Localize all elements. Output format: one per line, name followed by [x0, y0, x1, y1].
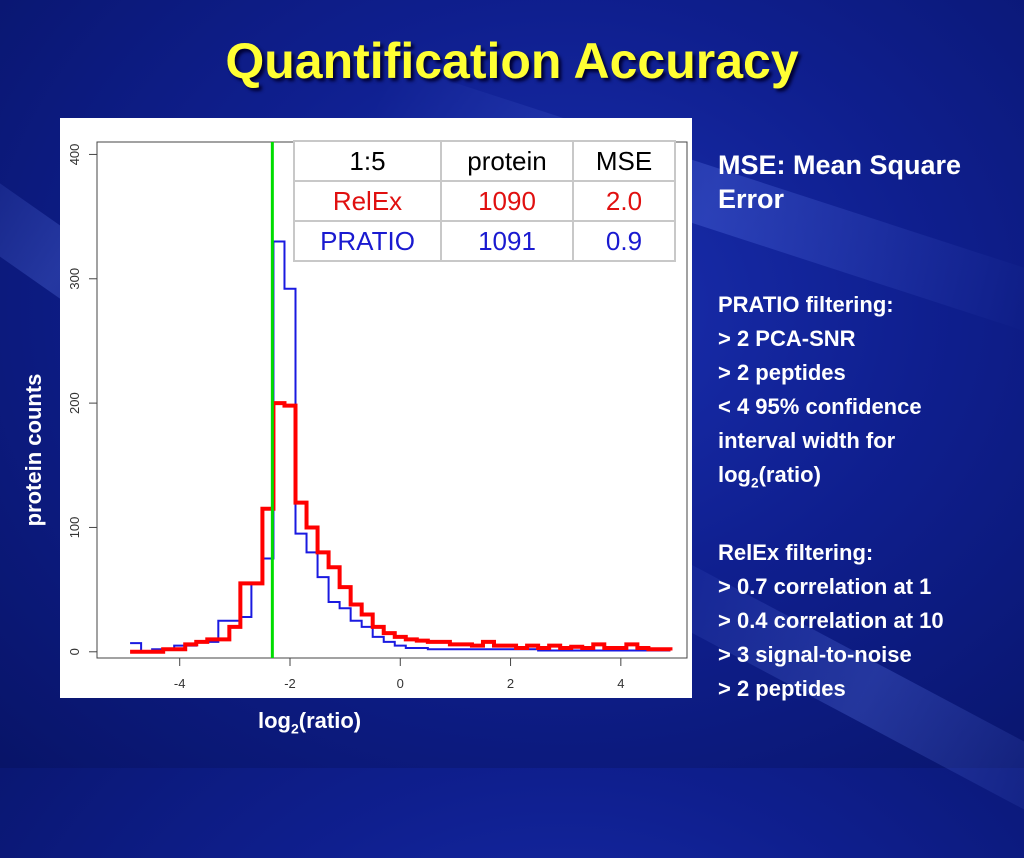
table-cell: 0.9 — [572, 220, 676, 262]
table-cell: 2.0 — [572, 180, 676, 222]
mse-note: MSE: Mean Square Error — [718, 150, 962, 214]
relex-filter-block: RelEx filtering: > 0.7 correlation at 1 … — [718, 536, 1018, 706]
pratio-filter-line: < 4 95% confidence — [718, 394, 922, 419]
x-tick-label: -2 — [284, 676, 296, 691]
histogram-chart: -4 -2 0 2 4 0 100 200 300 400 — [67, 141, 688, 691]
series-line-pratio — [130, 240, 671, 653]
pratio-filter-heading: PRATIO filtering: — [718, 292, 894, 317]
series-line-relex — [130, 401, 673, 654]
x-axis-label-subscript: 2 — [291, 720, 299, 737]
x-tick-label: 2 — [507, 676, 514, 691]
x-tick-label: -4 — [174, 676, 186, 691]
stats-table: 1:5 protein MSE RelEx 1090 2.0 PRATIO 10… — [293, 140, 676, 262]
table-header-cell: protein — [440, 140, 574, 182]
pratio-filter-line: > 2 peptides — [718, 360, 846, 385]
relex-filter-heading: RelEx filtering: — [718, 540, 874, 565]
chart-panel: -4 -2 0 2 4 0 100 200 300 400 1:5 protein MSE Rel… — [60, 118, 692, 698]
relex-filter-line: > 0.4 correlation at 10 — [718, 608, 944, 633]
log-text: log — [718, 462, 751, 487]
x-tick-label: 0 — [397, 676, 404, 691]
table-header-row: 1:5 protein MSE — [293, 140, 676, 182]
x-axis-label: log2(ratio) — [258, 708, 361, 736]
table-header-cell: 1:5 — [293, 140, 442, 182]
y-tick-label: 400 — [67, 144, 82, 166]
table-row-pratio: PRATIO 1091 0.9 — [293, 220, 676, 262]
table-cell: 1091 — [440, 220, 574, 262]
y-tick-label: 200 — [67, 392, 82, 414]
relex-filter-line: > 0.7 correlation at 1 — [718, 574, 932, 599]
y-tick-label: 0 — [67, 648, 82, 655]
relex-filter-line: > 2 peptides — [718, 676, 846, 701]
x-axis-label-tail: (ratio) — [298, 708, 362, 733]
table-header-cell: MSE — [572, 140, 676, 182]
table-cell: PRATIO — [293, 220, 442, 262]
table-cell: 1090 — [440, 180, 574, 222]
x-tick-label: 4 — [617, 676, 624, 691]
pratio-filter-line: > 2 PCA-SNR — [718, 326, 856, 351]
table-row-relex: RelEx 1090 2.0 — [293, 180, 676, 222]
x-axis-label-main: log — [258, 708, 291, 733]
ratio-text: (ratio) — [758, 462, 821, 487]
pratio-filter-block: PRATIO filtering: > 2 PCA-SNR > 2 peptid… — [718, 288, 1018, 500]
pratio-filter-line-last: log2(ratio) — [718, 458, 1018, 500]
y-axis-label: protein counts — [21, 373, 46, 527]
table-cell: RelEx — [293, 180, 442, 222]
y-tick-label: 300 — [67, 268, 82, 290]
pratio-filter-line: interval width for — [718, 428, 896, 453]
log-subscript: 2 — [751, 475, 759, 491]
y-tick-label: 100 — [67, 517, 82, 539]
slide-title: Quantification Accuracy — [225, 33, 799, 89]
relex-filter-line: > 3 signal-to-noise — [718, 642, 912, 667]
